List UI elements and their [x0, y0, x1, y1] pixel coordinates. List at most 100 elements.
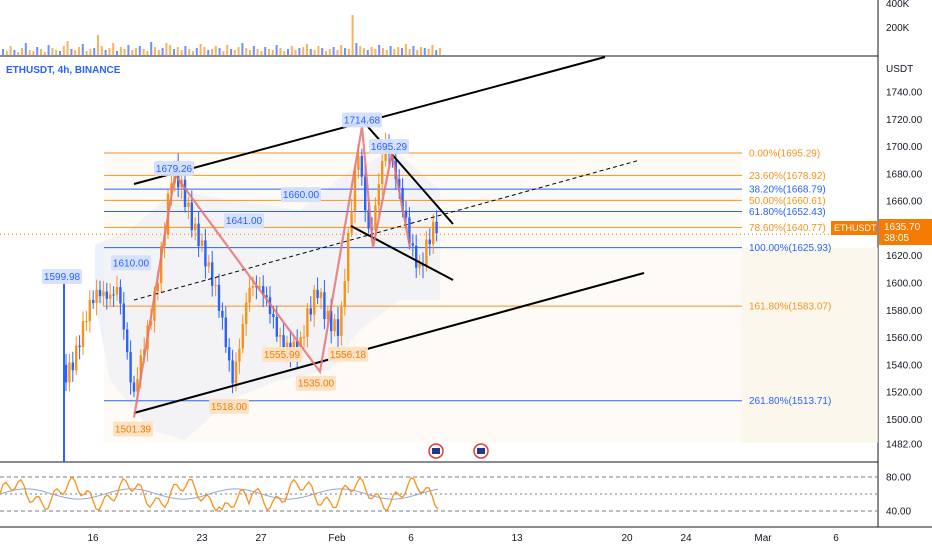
rsi-signal-line [0, 488, 439, 500]
price-axis[interactable]: 1740.001720.001700.001680.001660.001640.… [886, 88, 923, 451]
candle-body [207, 262, 210, 267]
time-axis-label: 6 [408, 533, 414, 544]
volume-bar [397, 47, 400, 55]
volume-bar [439, 48, 441, 55]
swing-label-box [369, 138, 409, 154]
time-axis[interactable]: 16 23 27 Feb 6 13 20 24 Mar 6 [87, 533, 839, 544]
volume-bar [74, 50, 77, 55]
fib-level-label: 161.80%(1583.07) [749, 302, 831, 313]
candle-body [360, 155, 363, 177]
candle-body [404, 210, 408, 218]
candle-body [81, 321, 85, 348]
candle-body [129, 352, 132, 383]
volume-bar [355, 43, 358, 55]
volume-bar [150, 42, 153, 55]
volume-bar [427, 49, 430, 55]
current-price-tag: ETHUSDT 1635.70 38:05 [831, 219, 932, 245]
time-axis-label: 27 [255, 533, 267, 544]
candle-body [75, 345, 78, 371]
volume-bar [264, 47, 267, 55]
volume-bar [222, 51, 225, 55]
candle-body [214, 284, 217, 286]
candle-body [350, 210, 353, 233]
fib-level-label: 50.00%(1660.61) [749, 196, 826, 207]
volume-bar [89, 49, 92, 55]
volume-bar [24, 43, 27, 55]
rsi-axis: 80.00 40.00 [886, 473, 911, 518]
candle-body [119, 287, 122, 304]
volume-bar [146, 51, 149, 55]
volume-bar [51, 48, 54, 55]
volume-bar [404, 44, 407, 55]
volume-bar [249, 50, 251, 55]
swing-labels: 1599.98 1610.00 1679.26 1641.00 1660.00 1714.… [42, 112, 489, 459]
volume-bar [302, 47, 305, 55]
swing-label-text: 1599.98 [44, 272, 81, 283]
volume-bar [161, 48, 164, 55]
volume-bar [188, 49, 191, 55]
candlesticks [0, 132, 878, 462]
candle-body [357, 155, 360, 170]
volume-bar [275, 45, 278, 55]
candle-body [211, 262, 214, 286]
swing-label-text: 1679.26 [156, 164, 193, 175]
candle-body [435, 221, 438, 234]
volume-bar [287, 49, 289, 55]
candle-body [415, 245, 418, 268]
fibonacci-levels[interactable]: 0.00%(1695.29) 23.60%(1678.92) 38.20%(1668… [104, 148, 831, 407]
volume-bar [412, 46, 415, 55]
volume-bar [97, 35, 99, 55]
candle-body [265, 295, 268, 298]
channel-lower-line [133, 272, 645, 414]
candle-body [234, 361, 238, 384]
candle-body [347, 232, 350, 282]
volume-bar [344, 48, 346, 55]
candle-body [353, 169, 357, 211]
current-price-box [879, 219, 932, 245]
time-axis-label: 23 [196, 533, 208, 544]
candle-body [78, 345, 81, 348]
candle-body [238, 348, 241, 362]
swing-label-box [281, 187, 321, 203]
candle-body [194, 223, 197, 231]
candle-body [336, 319, 340, 336]
candle-body [306, 308, 309, 337]
candle-body [398, 179, 401, 189]
candle-body [183, 179, 187, 207]
candle-body [275, 316, 278, 337]
volume-bar [180, 50, 183, 55]
volume-bar [347, 49, 350, 55]
candle-body [364, 176, 367, 211]
candle-body [132, 382, 136, 392]
swing-label-text: 1714.68 [344, 116, 381, 127]
volume-bar [59, 51, 61, 55]
candle-body [197, 223, 200, 247]
volume-bar [104, 50, 107, 55]
volume-bar [176, 47, 179, 55]
price-axis-label: 1560.00 [886, 333, 923, 344]
candle-body [248, 287, 251, 303]
volume-bar [62, 46, 65, 55]
volume-bar [127, 45, 130, 55]
volume-bar [336, 50, 339, 55]
volume-bar [325, 51, 327, 55]
volume-bar [199, 44, 202, 55]
volume-bar [40, 49, 42, 55]
volume-bar [283, 51, 286, 55]
candle-body [245, 302, 248, 325]
volume-bar [309, 49, 312, 55]
fib-level-label: 78.60%(1640.77) [749, 223, 826, 234]
volume-bar [306, 44, 308, 55]
volume-bar [420, 47, 422, 55]
volume-bar [317, 46, 320, 55]
volume-bar [359, 46, 362, 55]
candle-body [408, 217, 411, 244]
candle-body [282, 335, 285, 353]
swing-label-box [113, 421, 153, 437]
volume-bar [207, 50, 210, 55]
volume-bar [321, 48, 324, 55]
swing-label-text: 1555.99 [264, 350, 301, 361]
swing-label-text: 1641.00 [226, 216, 263, 227]
volume-bar [423, 48, 426, 55]
